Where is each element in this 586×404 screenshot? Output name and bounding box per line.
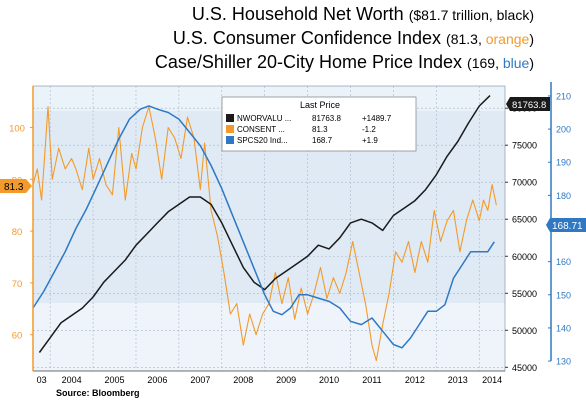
x-tick-label: 2004 <box>62 375 82 385</box>
legend-header: Last Price <box>300 100 340 110</box>
right-inner-tick-label: 70000 <box>512 178 537 188</box>
x-tick-label: 2011 <box>362 375 381 385</box>
x-tick-label: 2009 <box>276 375 296 385</box>
x-tick-label: 2006 <box>147 375 167 385</box>
legend-row-home-price: SPCS20 Ind... 168.7 +1.9 <box>226 136 378 145</box>
right-inner-tick-label: 65000 <box>512 215 537 225</box>
paren-open: ($ <box>408 7 422 23</box>
series-layer <box>33 95 497 362</box>
legend-row-confidence: CONSENT ... 81.3 -1.2 <box>226 125 376 134</box>
right-inner-tick-label: 45000 <box>512 363 537 373</box>
title-line-home-price: Case/Shiller 20-City Home Price Index (1… <box>155 52 534 73</box>
right-outer-tick-label: 160 <box>556 257 571 267</box>
right-inner-axis: 4500050000550006000065000700007500080000 <box>505 104 537 373</box>
right-inner-tick-label: 50000 <box>512 326 537 336</box>
right-outer-tick-label: 190 <box>556 158 571 168</box>
x-tick-label: 2010 <box>319 375 339 385</box>
x-tick-label: 03 <box>37 375 47 385</box>
left-tick-label: 80 <box>12 227 23 238</box>
right-inner-tick-label: 55000 <box>512 289 537 299</box>
legend: Last Price NWORVALU ... 81763.8 +1489.7 … <box>221 96 417 152</box>
legend-last: 81763.8 <box>312 114 341 123</box>
right-outer-tick-label: 150 <box>556 290 571 300</box>
tag-net-worth-text: 81763.8 <box>512 100 546 111</box>
series-line-consent <box>33 106 497 362</box>
series-line-spcs20-ind <box>33 105 495 349</box>
left-axis: 60708090100 <box>9 86 34 371</box>
title-confidence-color: orange <box>485 31 530 47</box>
tag-net-worth: 81763.8 <box>506 97 550 111</box>
x-tick-label: 2014 <box>482 375 502 385</box>
right-outer-tick-label: 140 <box>556 323 571 333</box>
legend-change: +1489.7 <box>362 114 392 123</box>
legend-row-net-worth: NWORVALU ... 81763.8 +1489.7 <box>226 114 392 123</box>
x-tick-label: 2005 <box>105 375 125 385</box>
title-home-price-color: blue <box>502 55 530 71</box>
legend-swatch <box>226 136 234 144</box>
tag-home-price-text: 168.71 <box>552 221 583 232</box>
title-home-price-paren: (169, blue) <box>467 55 534 71</box>
legend-last: 168.7 <box>312 136 333 145</box>
paren-close: ) <box>529 7 534 23</box>
left-tick-label: 60 <box>12 331 23 342</box>
sep: , <box>477 31 486 47</box>
sep: , <box>495 55 503 71</box>
title-home-price-value: 169 <box>471 55 496 71</box>
series-line-nworvalu <box>38 95 491 353</box>
title-net-worth-color: black <box>496 7 530 23</box>
right-outer-tick-label: 210 <box>556 91 571 101</box>
right-inner-tick-label: 75000 <box>512 141 537 151</box>
title-home-price-label: Case/Shiller 20-City Home Price Index <box>154 52 463 72</box>
tag-home-price: 168.71 <box>546 218 586 232</box>
x-tick-label: 2013 <box>448 375 468 385</box>
paren-close: ) <box>529 55 534 71</box>
legend-swatch <box>226 125 234 133</box>
legend-name: SPCS20 Ind... <box>237 136 288 145</box>
title-net-worth-label: U.S. Household Net Worth <box>191 4 404 24</box>
right-outer-tick-label: 180 <box>556 191 571 201</box>
legend-box <box>221 96 417 152</box>
legend-change: -1.2 <box>362 125 376 134</box>
title-confidence-paren: (81.3, orange) <box>446 31 534 47</box>
title-net-worth-value: 81.7 trillion <box>421 7 489 23</box>
title-net-worth-paren: ($81.7 trillion, black) <box>409 7 534 23</box>
legend-last: 81.3 <box>312 125 328 134</box>
paren-open: ( <box>446 31 451 47</box>
sep: , <box>488 7 497 23</box>
value-tags: 81.3 81763.8 168.71 <box>0 97 586 232</box>
paren-open: ( <box>467 55 472 71</box>
right-inner-tick-label: 60000 <box>512 252 537 262</box>
legend-name: NWORVALU ... <box>237 114 291 123</box>
title-confidence-label: U.S. Consumer Confidence Index <box>172 28 442 48</box>
tag-confidence-text: 81.3 <box>4 182 24 193</box>
left-tick-label: 100 <box>9 123 25 134</box>
tag-confidence: 81.3 <box>0 179 32 193</box>
x-axis: 03 2004 2005 2006 2007 2008 2009 2010 2011 2012 20… <box>33 370 505 385</box>
x-tick-label: 2007 <box>190 375 210 385</box>
grid-lines <box>33 86 505 371</box>
title-confidence-value: 81.3 <box>450 31 478 47</box>
source-note: Source: Bloomberg <box>56 388 140 398</box>
x-tick-label: 2012 <box>405 375 425 385</box>
left-tick-label: 70 <box>12 279 23 290</box>
paren-close: ) <box>529 31 534 47</box>
right-outer-tick-label: 130 <box>556 357 571 367</box>
legend-swatch <box>226 114 234 122</box>
x-tick-label: 2008 <box>233 375 253 385</box>
right-outer-tick-label: 200 <box>556 125 571 135</box>
legend-change: +1.9 <box>362 136 378 145</box>
title-line-net-worth: U.S. Household Net Worth ($81.7 trillion… <box>192 4 534 25</box>
plot-band-bottom <box>33 303 505 371</box>
legend-name: CONSENT ... <box>237 125 285 134</box>
title-line-confidence: U.S. Consumer Confidence Index (81.3, or… <box>173 28 534 49</box>
